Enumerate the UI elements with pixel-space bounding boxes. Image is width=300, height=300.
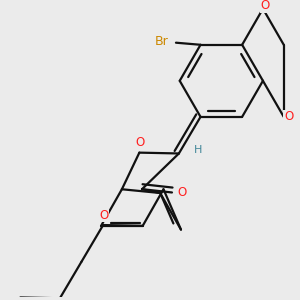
Text: H: H bbox=[194, 145, 202, 154]
Text: O: O bbox=[100, 208, 109, 222]
Text: O: O bbox=[177, 186, 187, 199]
Text: O: O bbox=[284, 110, 293, 123]
Text: O: O bbox=[260, 0, 270, 12]
Text: Br: Br bbox=[155, 35, 169, 48]
Text: O: O bbox=[136, 136, 145, 149]
